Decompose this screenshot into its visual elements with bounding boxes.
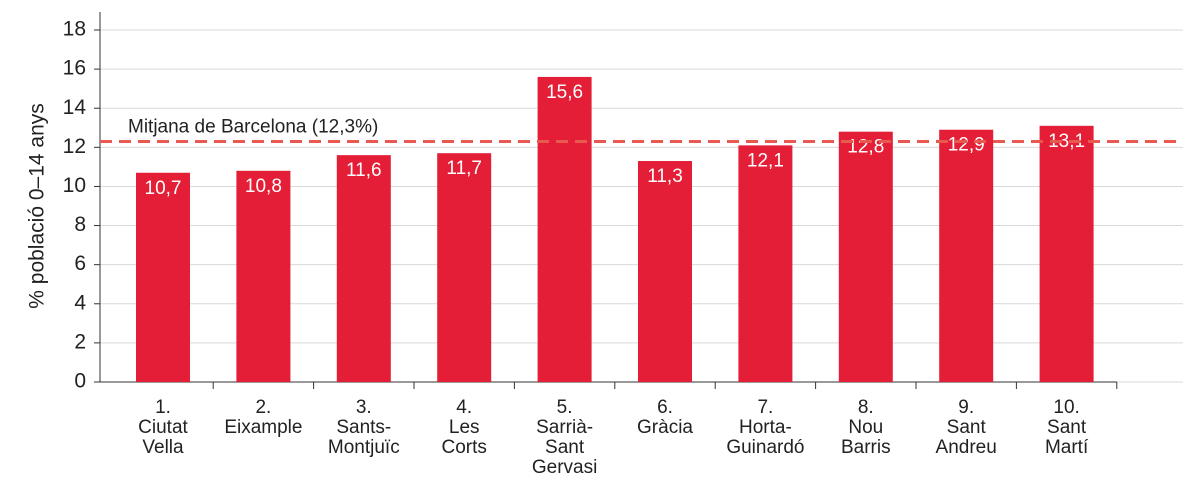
value-label: 15,6 [546,82,583,103]
bar [738,145,793,382]
bar [1039,125,1094,383]
value-label: 11,6 [346,160,382,181]
value-label: 13,1 [1048,131,1085,152]
bar [336,155,391,382]
y-tick-label: 6 [74,252,86,275]
reference-label: Mitjana de Barcelona (12,3%) [128,116,378,137]
y-tick-label: 0 [74,370,86,393]
value-label: 11,3 [647,166,683,187]
value-label: 12,8 [847,137,884,158]
x-tick-label: Martí [1045,437,1089,458]
bar [236,170,291,382]
x-tick-label: Barris [841,437,891,458]
bar [838,131,893,382]
value-label: 12,9 [948,135,985,156]
x-tick-label: Sarrià- [536,417,593,438]
x-tick-label: Gervasi [532,457,597,478]
y-axis-label: % població 0–14 anys [26,103,49,308]
x-tick-label: Sant [1047,417,1087,438]
x-tick-label: Horta- [739,417,792,438]
x-tick-label: Ciutat [138,417,188,438]
value-label: 12,1 [747,150,784,171]
x-tick-label: Corts [441,437,486,458]
x-tick-label: Les [449,417,480,438]
y-tick-label: 16 [63,57,86,80]
x-tick-label: Andreu [936,437,997,458]
x-tick-label: 8. [858,397,874,418]
x-tick-label: 7. [757,397,773,418]
bar [939,129,994,382]
y-tick-label: 2 [74,330,86,353]
x-tick-label: 9. [958,397,974,418]
bar [537,76,592,382]
x-tick-label: 3. [356,397,372,418]
x-tick-label: Montjuïc [328,437,400,458]
value-label: 10,8 [245,176,282,197]
x-tick-label: 10. [1053,397,1079,418]
x-tick-label: Eixample [224,417,302,438]
x-tick-label: 6. [657,397,673,418]
x-tick-label: 2. [255,397,271,418]
x-tick-label: Sant [947,417,987,438]
value-label: 10,7 [145,178,182,199]
bar [437,153,492,382]
x-tick-label: 5. [557,397,573,418]
x-tick-label: Sant [545,437,585,458]
bar [638,161,692,382]
y-tick-label: 18 [63,18,86,41]
x-tick-label: Gràcia [637,417,693,438]
x-tick-label: 1. [155,397,171,418]
bar [136,172,190,382]
y-tick-label: 12 [63,135,86,158]
y-tick-label: 10 [63,174,86,197]
x-tick-label: Guinardó [726,437,804,458]
x-tick-label: Vella [142,437,184,458]
value-label: 11,7 [446,158,482,179]
x-tick-label: Sants- [336,417,391,438]
y-tick-label: 14 [63,96,87,119]
y-tick-label: 4 [74,291,86,314]
x-tick-label: Nou [848,417,883,438]
y-tick-label: 8 [74,213,86,236]
x-tick-label: 4. [456,397,472,418]
